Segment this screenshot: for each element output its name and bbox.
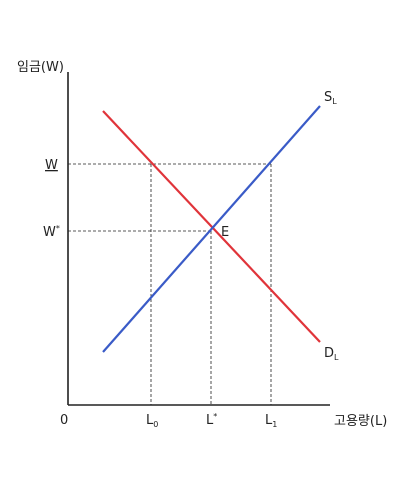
w-star-base: W — [43, 225, 56, 240]
supply-curve-label: SL — [324, 90, 337, 106]
l0-sub: 0 — [153, 420, 158, 429]
supply-label-sub: L — [332, 97, 337, 106]
y-axis-title: 임금(W) — [17, 60, 64, 75]
supply-curve — [102, 105, 321, 353]
l0-label: L0 — [146, 413, 158, 429]
origin-label: 0 — [60, 413, 68, 428]
l-star-label: L* — [206, 412, 217, 428]
l-star-sup: * — [213, 412, 217, 421]
axes — [67, 72, 330, 406]
w-bar-label: W — [45, 158, 58, 173]
x-axis-title: 고용량(L) — [334, 414, 387, 429]
equilibrium-label: E — [221, 225, 229, 240]
demand-curve — [102, 110, 321, 343]
l-star-base: L — [206, 413, 214, 428]
guide-lines — [68, 163, 272, 405]
l1-sub: 1 — [272, 420, 277, 429]
l1-label: L1 — [265, 413, 277, 429]
demand-curve-label: DL — [324, 346, 339, 362]
l0-base: L — [146, 413, 154, 428]
w-star-sup: * — [56, 224, 60, 233]
demand-label-sub: L — [334, 353, 339, 362]
demand-label-base: D — [324, 346, 334, 361]
l1-base: L — [265, 413, 273, 428]
supply-label-base: S — [324, 90, 332, 105]
w-star-label: W* — [43, 224, 60, 240]
